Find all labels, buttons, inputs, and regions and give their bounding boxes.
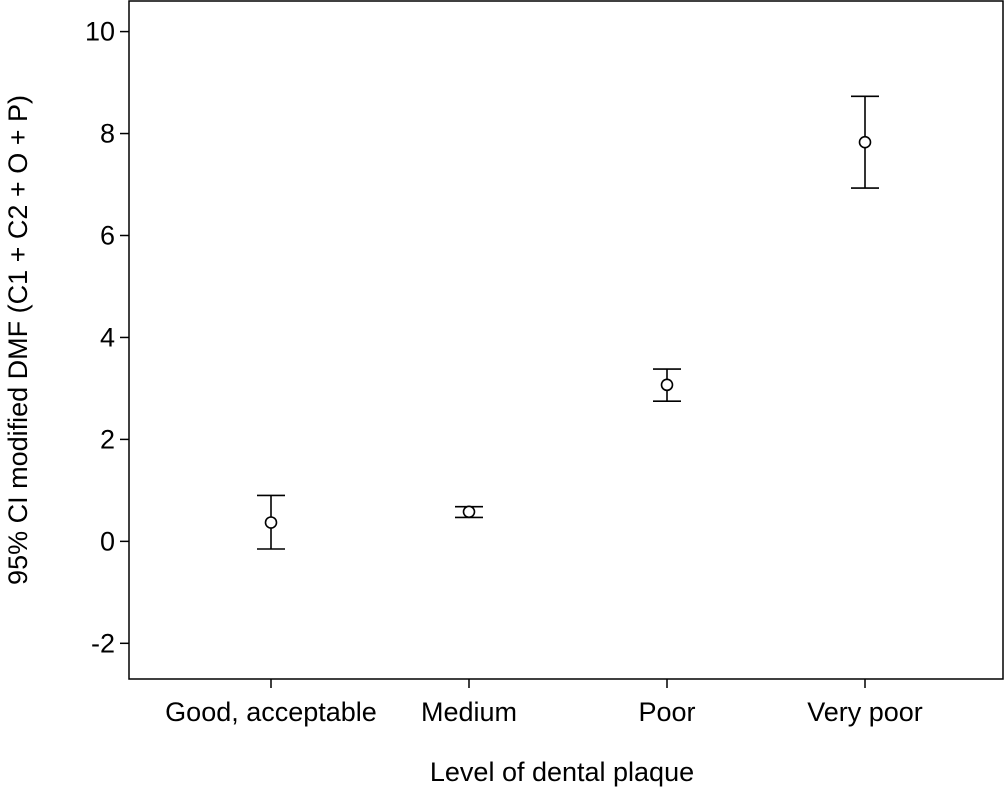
y-tick-label: 0: [100, 526, 115, 556]
x-tick-label: Medium: [421, 697, 517, 727]
y-tick-label: -2: [91, 628, 115, 658]
y-axis: -2 0 2 4 6 8 10: [85, 17, 129, 658]
y-tick-label: 6: [100, 220, 115, 250]
x-tick-label: Poor: [638, 697, 695, 727]
plot-frame: [128, 0, 1004, 680]
y-tick-label: 10: [85, 17, 115, 47]
x-tick-label: Good, acceptable: [165, 697, 377, 727]
mean-point: [660, 378, 674, 392]
y-tick-label: 8: [100, 119, 115, 149]
x-tick-label: Very poor: [807, 697, 923, 727]
mean-point: [264, 516, 278, 529]
data-marks: [257, 95, 879, 550]
y-tick-label: 4: [100, 322, 115, 352]
x-axis: Good, acceptable Medium Poor Very poor: [165, 679, 923, 727]
mean-point: [858, 135, 872, 149]
y-axis-title: 95% CI modified DMF (C1 + C2 + O + P): [3, 95, 33, 585]
x-axis-title: Level of dental plaque: [430, 757, 694, 787]
y-tick-label: 2: [100, 424, 115, 454]
mean-point: [462, 505, 476, 519]
